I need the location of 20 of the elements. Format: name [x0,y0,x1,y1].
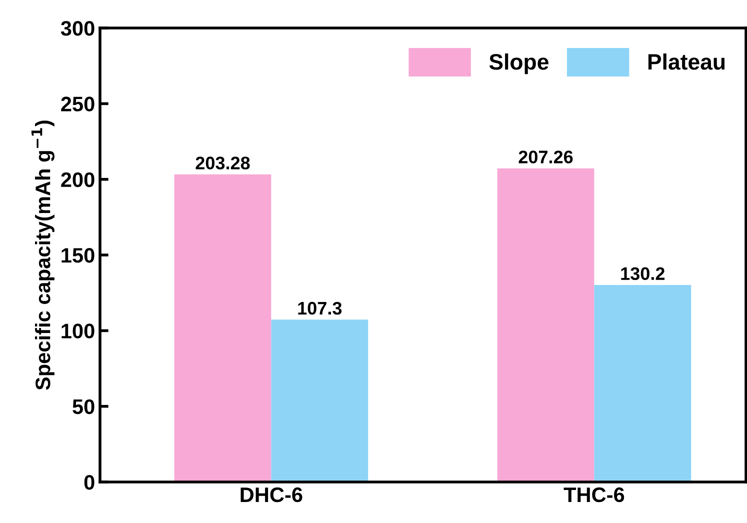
bar [174,174,272,482]
y-tick-label: 0 [84,475,94,490]
data-label: 130.2 [621,267,665,280]
x-tick-label: THC-6 [564,487,624,502]
data-label: 207.26 [518,150,573,164]
y-tick-label: 150 [62,248,94,263]
bar [271,320,368,482]
y-tick-label: 50 [72,399,94,414]
data-label: 107.3 [298,302,342,315]
bar [497,168,594,482]
legend-label: Slope [489,53,548,74]
y-tick-label: 300 [60,21,94,36]
y-tick-label: 200 [61,172,94,188]
y-tick-label: 100 [62,324,94,338]
bar [594,284,692,482]
y-tick-label: 250 [61,96,94,112]
legend-label: Plateau [648,53,725,70]
y-axis-title: Specific capacity(mAh g$^{−1}$) [31,120,55,390]
x-tick-label: DHC-6 [240,487,302,502]
data-label: 203.28 [196,156,250,170]
